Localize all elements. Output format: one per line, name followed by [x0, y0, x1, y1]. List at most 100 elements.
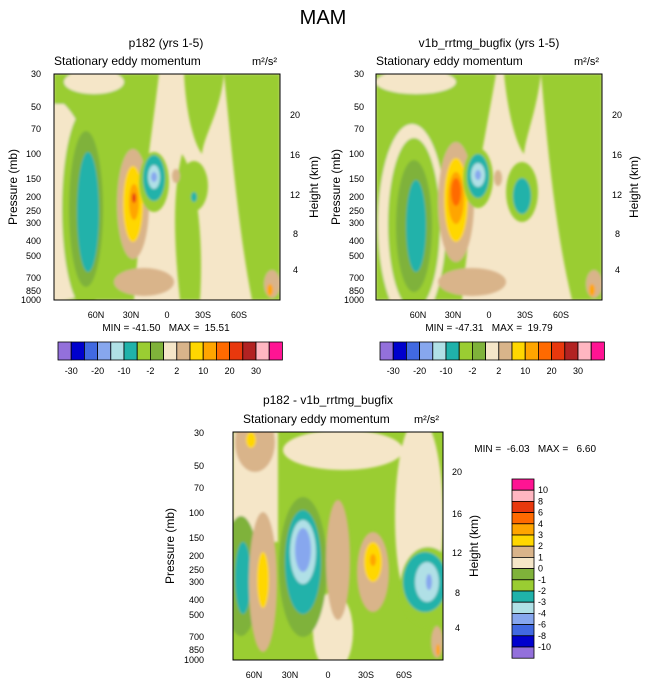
colorbar-label: -10 [117, 366, 130, 376]
y-axis-label: Pressure (mb) [6, 149, 20, 225]
colorbar-label: 0 [538, 564, 543, 574]
colorbar-swatch [511, 624, 535, 637]
pressure-tick-label: 1000 [21, 295, 41, 305]
colorbar-swatch [57, 341, 72, 361]
height-tick-label: 4 [615, 265, 620, 275]
pressure-tick-label: 100 [26, 149, 41, 159]
colorbar-swatch [511, 512, 535, 525]
colorbar-label: -2 [538, 586, 546, 596]
pressure-tick-label: 150 [26, 174, 41, 184]
pressure-tick-label: 300 [26, 218, 41, 228]
colorbar-swatch [511, 534, 535, 547]
colorbar-swatch [136, 341, 151, 361]
colorbar-label: 30 [573, 366, 583, 376]
colorbar-swatch [511, 545, 535, 558]
colorbar-label: 2 [496, 366, 501, 376]
pressure-tick-label: 700 [26, 273, 41, 283]
colorbar-swatch [524, 341, 539, 361]
height-tick-label: 20 [452, 467, 462, 477]
colorbar-swatch [551, 341, 566, 361]
latitude-ticks: 60N 30N 0 30S 60S [246, 670, 412, 680]
colorbar-label: 6 [538, 508, 543, 518]
pressure-tick-label: 70 [31, 124, 41, 134]
colorbar-swatch [163, 341, 178, 361]
pressure-tick-label: 400 [26, 236, 41, 246]
height-tick-label: 4 [455, 623, 460, 633]
colorbar-swatch [458, 341, 473, 361]
colorbar-label: 4 [538, 519, 543, 529]
min-max-label: MIN = -47.31 MAX = 19.79 [425, 323, 553, 334]
panel-p182: p182 (yrs 1-5) Stationary eddy momentum … [6, 36, 321, 334]
colorbar-label: -20 [91, 366, 104, 376]
colorbar-swatch [215, 341, 230, 361]
lat-tick-label: 60S [231, 310, 247, 320]
colorbar-swatch [419, 341, 434, 361]
min-max-label: MIN = -41.50 MAX = 15.51 [102, 323, 230, 334]
pressure-tick-label: 250 [349, 206, 364, 216]
lat-tick-label: 60N [410, 310, 427, 320]
panel-subtitle: Stationary eddy momentum [376, 54, 523, 68]
y-axis-label: Pressure (mb) [163, 508, 177, 584]
y-axis-right-label: Height (km) [307, 156, 321, 218]
colorbar-label: 10 [538, 485, 548, 495]
pressure-tick-label: 150 [189, 533, 204, 543]
colorbar-swatch [511, 341, 526, 361]
height-tick-label: 12 [612, 190, 622, 200]
panel-v1b-rrtmg-bugfix: v1b_rrtmg_bugfix (yrs 1-5) Stationary ed… [329, 36, 641, 334]
pressure-tick-label: 30 [194, 428, 204, 438]
units-label: m²/s² [414, 414, 439, 426]
pressure-ticks: 30 50 70 100 150 200 250 300 400 500 700… [184, 428, 204, 665]
pressure-tick-label: 300 [349, 218, 364, 228]
height-tick-label: 4 [293, 265, 298, 275]
colorbar-swatch [511, 568, 535, 581]
pressure-tick-label: 200 [349, 192, 364, 202]
pressure-tick-label: 300 [189, 577, 204, 587]
colorbar-swatch [511, 579, 535, 592]
pressure-tick-label: 70 [354, 124, 364, 134]
colorbar-label: 30 [251, 366, 261, 376]
pressure-tick-label: 250 [189, 565, 204, 575]
pressure-tick-label: 400 [189, 595, 204, 605]
height-tick-label: 8 [455, 588, 460, 598]
colorbar-swatch [110, 341, 125, 361]
colorbar-swatch [229, 341, 244, 361]
pressure-tick-label: 1000 [344, 295, 364, 305]
figure-title: MAM [300, 7, 347, 29]
colorbar-label: -10 [439, 366, 452, 376]
lat-tick-label: 30N [445, 310, 462, 320]
colorbar-swatch [511, 601, 535, 614]
height-tick-label: 20 [290, 110, 300, 120]
height-tick-label: 16 [452, 509, 462, 519]
colorbar-label: -2 [146, 366, 154, 376]
colorbar-swatch [511, 646, 535, 659]
colorbar-swatch [485, 341, 500, 361]
colorbar-swatch [471, 341, 486, 361]
colorbar-swatch [511, 613, 535, 626]
lat-tick-label: 60N [88, 310, 105, 320]
pressure-tick-label: 850 [349, 286, 364, 296]
colorbar-label: 3 [538, 530, 543, 540]
pressure-tick-label: 700 [189, 632, 204, 642]
lat-tick-label: 60S [396, 670, 412, 680]
height-ticks: 20 16 12 8 4 [612, 110, 622, 275]
colorbar-swatch [202, 341, 217, 361]
lat-tick-label: 30S [517, 310, 533, 320]
y-axis-right-label: Height (km) [627, 156, 641, 218]
pressure-tick-label: 30 [354, 69, 364, 79]
units-label: m²/s² [574, 56, 599, 68]
height-tick-label: 8 [615, 229, 620, 239]
height-tick-label: 16 [612, 150, 622, 160]
pressure-tick-label: 50 [194, 461, 204, 471]
colorbar-swatch [511, 635, 535, 648]
colorbar-label: -8 [538, 631, 546, 641]
min-max-label: MIN = -6.03 MAX = 6.60 [474, 444, 596, 455]
panel-title: v1b_rrtmg_bugfix (yrs 1-5) [419, 36, 560, 50]
pressure-tick-label: 500 [26, 251, 41, 261]
colorbar-label: -30 [387, 366, 400, 376]
contour-field [53, 73, 281, 301]
height-tick-label: 12 [452, 548, 462, 558]
contour-field [232, 431, 444, 661]
colorbar-swatch [392, 341, 407, 361]
